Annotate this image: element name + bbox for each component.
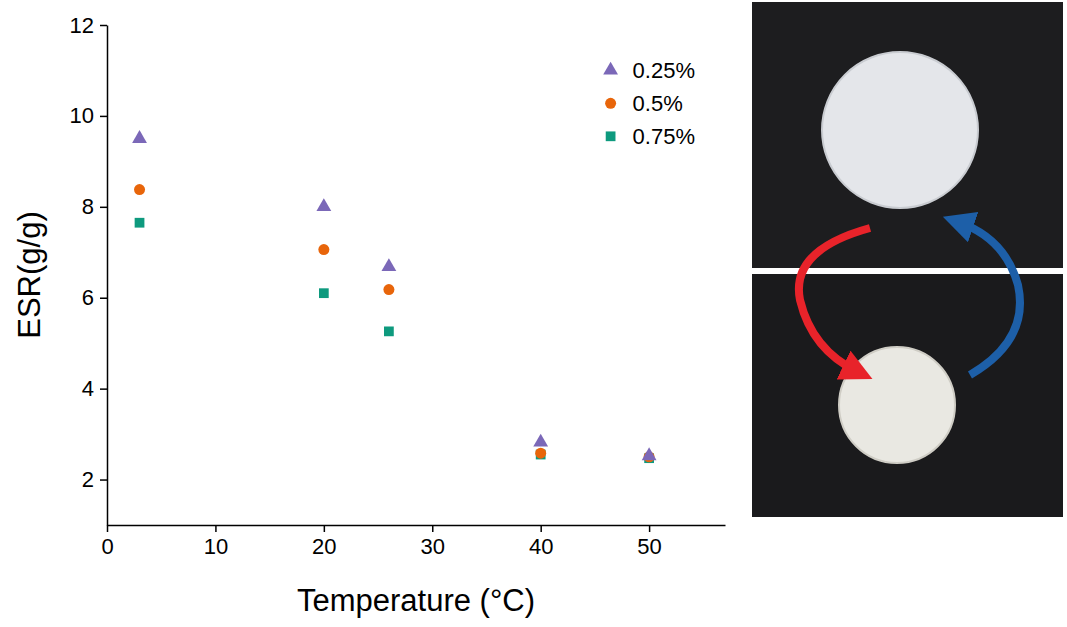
tick: 12: [70, 13, 107, 38]
axis-line: [108, 525, 726, 527]
tick-label: 20: [312, 534, 336, 559]
data-point: [535, 448, 546, 459]
data-point: [642, 447, 657, 460]
tick: 6: [82, 285, 107, 310]
tick-label: 10: [70, 103, 94, 128]
tick-mark: [100, 116, 107, 118]
data-point: [381, 258, 396, 271]
tick: 2: [82, 467, 107, 492]
tick: 4: [82, 376, 107, 401]
plot-marks: [132, 130, 656, 463]
legend-marker: [606, 131, 616, 141]
legend-label: 0.5%: [633, 91, 683, 116]
legend-marker: [603, 62, 618, 75]
data-point: [316, 198, 331, 211]
photo-panel: [752, 2, 1063, 517]
tick-label: 6: [82, 285, 94, 310]
tick-mark: [100, 297, 107, 299]
data-point: [318, 244, 329, 255]
tick-label: 30: [421, 534, 445, 559]
data-point: [383, 284, 394, 295]
photo-background: [752, 2, 1063, 268]
x-axis: 0 10 20 30 40 50: [101, 525, 725, 559]
tick-label: 10: [204, 534, 228, 559]
tick-mark: [107, 525, 109, 532]
legend-item: 0.75%: [606, 124, 695, 149]
data-point: [132, 130, 147, 143]
tick-label: 12: [70, 13, 94, 38]
tick-mark: [100, 207, 107, 209]
series: [134, 184, 655, 462]
legend-marker: [605, 98, 616, 109]
x-axis-title: Temperature (°C): [297, 583, 535, 618]
tick: 50: [637, 525, 661, 559]
shrunken-gel: [839, 347, 955, 463]
data-point: [319, 288, 329, 298]
legend-label: 0.25%: [633, 58, 695, 83]
arrow-heating: [799, 228, 870, 372]
tick-label: 50: [637, 534, 661, 559]
tick-mark: [100, 25, 107, 27]
tick: 10: [204, 525, 228, 559]
data-point: [533, 434, 548, 447]
y-axis: 2 4 6 8 10 12: [70, 13, 108, 526]
swollen-gel: [822, 52, 978, 208]
tick-mark: [324, 525, 326, 532]
tick: 10: [70, 103, 107, 128]
data-point: [134, 184, 145, 195]
data-point: [135, 218, 145, 228]
series: [135, 218, 654, 463]
legend: 0.25% 0.5% 0.75%: [603, 58, 695, 149]
tick-mark: [100, 479, 107, 481]
y-axis-title: ESR(g/g): [12, 211, 47, 338]
legend-label: 0.75%: [633, 124, 695, 149]
arrow-cooling: [958, 222, 1020, 375]
tick-label: 4: [82, 376, 94, 401]
legend-item: 0.5%: [605, 91, 683, 116]
tick: 0: [101, 525, 113, 559]
tick-mark: [540, 525, 542, 532]
tick-mark: [649, 525, 651, 532]
tick-label: 40: [529, 534, 553, 559]
tick-mark: [215, 525, 217, 532]
tick-label: 2: [82, 467, 94, 492]
series: [132, 130, 656, 460]
tick: 30: [421, 525, 445, 559]
data-point: [384, 326, 394, 336]
tick-label: 8: [82, 194, 94, 219]
tick: 8: [82, 194, 107, 219]
tick-label: 0: [101, 534, 113, 559]
legend-item: 0.25%: [603, 58, 695, 83]
tick-mark: [100, 388, 107, 390]
tick: 20: [312, 525, 336, 559]
axis-line: [107, 26, 109, 526]
tick-mark: [432, 525, 434, 532]
tick: 40: [529, 525, 553, 559]
